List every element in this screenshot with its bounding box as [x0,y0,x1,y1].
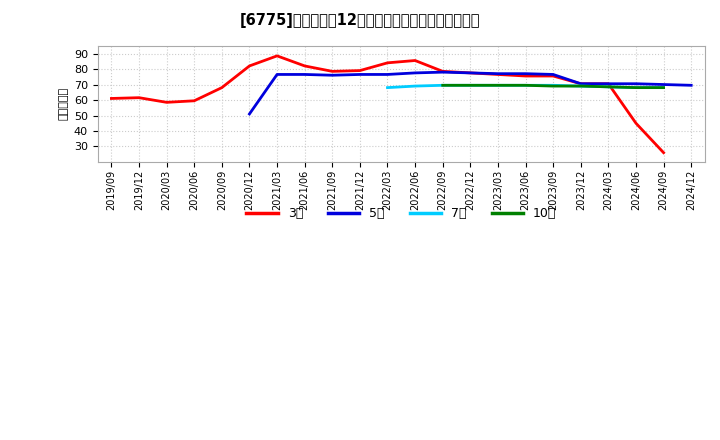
3年 [356,68,364,73]
3年 [135,95,143,100]
Line: 10年: 10年 [443,85,664,88]
7年 [521,83,530,88]
7年 [631,85,640,90]
7年 [383,85,392,90]
3年 [162,100,171,105]
5年 [577,81,585,86]
3年 [300,63,309,69]
3年 [107,96,116,101]
5年 [687,83,696,88]
10年 [466,83,474,88]
3年 [521,73,530,79]
5年 [383,72,392,77]
Text: [6775]　経常利益12か月移動合計の標準偏差の推移: [6775] 経常利益12か月移動合計の標準偏差の推移 [240,13,480,28]
5年 [494,71,503,76]
10年 [438,83,447,88]
5年 [604,81,613,86]
5年 [273,72,282,77]
3年 [383,60,392,66]
3年 [604,81,613,86]
10年 [521,83,530,88]
5年 [521,71,530,76]
3年 [466,70,474,76]
5年 [328,73,336,78]
3年 [411,58,420,63]
10年 [660,85,668,90]
Line: 7年: 7年 [387,85,664,88]
3年 [631,121,640,126]
5年 [466,70,474,76]
3年 [190,98,199,103]
Line: 3年: 3年 [112,56,664,153]
5年 [549,72,557,77]
3年 [438,69,447,74]
7年 [660,85,668,90]
10年 [604,84,613,89]
10年 [577,84,585,89]
3年 [660,150,668,155]
10年 [631,85,640,90]
7年 [494,83,503,88]
5年 [356,72,364,77]
3年 [549,73,557,79]
5年 [660,82,668,87]
10年 [494,83,503,88]
5年 [300,72,309,77]
7年 [604,84,613,89]
Legend: 3年, 5年, 7年, 10年: 3年, 5年, 7年, 10年 [241,202,561,225]
5年 [631,81,640,86]
3年 [245,63,253,69]
7年 [438,83,447,88]
3年 [494,72,503,77]
3年 [328,69,336,74]
7年 [577,84,585,89]
Y-axis label: （百万円）: （百万円） [58,87,68,121]
5年 [438,70,447,75]
Line: 5年: 5年 [249,72,691,114]
3年 [273,53,282,59]
5年 [245,111,253,117]
7年 [411,84,420,89]
5年 [411,70,420,76]
7年 [549,83,557,88]
7年 [466,83,474,88]
3年 [577,81,585,86]
10年 [549,84,557,89]
3年 [217,85,226,90]
